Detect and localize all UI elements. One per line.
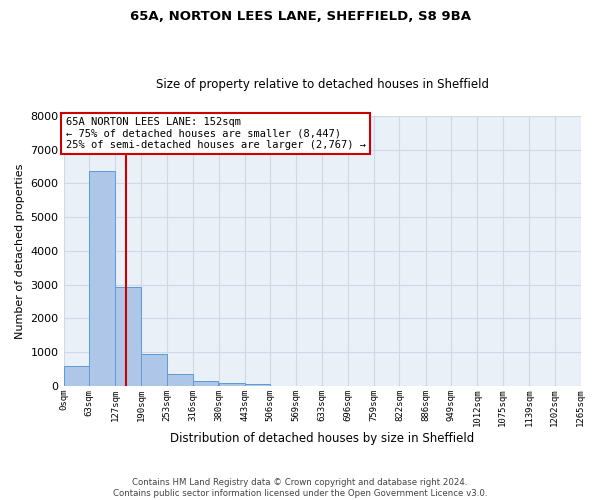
Bar	[64, 366, 89, 386]
Bar	[141, 354, 167, 386]
X-axis label: Distribution of detached houses by size in Sheffield: Distribution of detached houses by size …	[170, 432, 474, 445]
Bar	[115, 288, 141, 386]
Bar	[245, 384, 271, 386]
Text: 65A, NORTON LEES LANE, SHEFFIELD, S8 9BA: 65A, NORTON LEES LANE, SHEFFIELD, S8 9BA	[130, 10, 470, 23]
Title: Size of property relative to detached houses in Sheffield: Size of property relative to detached ho…	[155, 78, 488, 91]
Text: 65A NORTON LEES LANE: 152sqm
← 75% of detached houses are smaller (8,447)
25% of: 65A NORTON LEES LANE: 152sqm ← 75% of de…	[65, 117, 365, 150]
Bar	[89, 171, 115, 386]
Bar	[193, 380, 218, 386]
Text: Contains HM Land Registry data © Crown copyright and database right 2024.
Contai: Contains HM Land Registry data © Crown c…	[113, 478, 487, 498]
Bar	[219, 382, 245, 386]
Y-axis label: Number of detached properties: Number of detached properties	[15, 163, 25, 338]
Bar	[167, 374, 193, 386]
